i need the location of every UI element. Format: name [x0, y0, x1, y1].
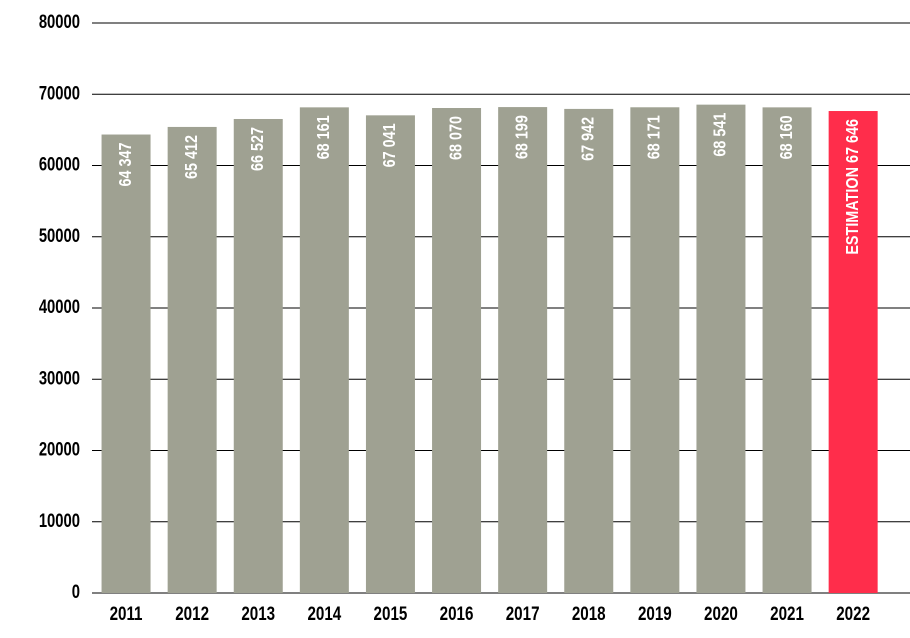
bar — [564, 108, 614, 593]
y-tick-label: 10000 — [39, 510, 80, 531]
value-label: 68 171 — [644, 115, 664, 159]
value-label: 64 347 — [115, 143, 135, 187]
x-tick-label: 2020 — [704, 602, 738, 624]
bar — [167, 126, 217, 593]
y-tick-label: 60000 — [39, 154, 80, 175]
x-tick-label: 2019 — [638, 602, 672, 624]
x-tick-label: 2018 — [572, 602, 606, 624]
x-tick-label: 2012 — [175, 602, 209, 624]
bar — [630, 107, 680, 594]
bar — [233, 118, 283, 594]
x-tick-label: 2015 — [374, 602, 408, 624]
value-label: 67 942 — [578, 117, 598, 161]
bar — [762, 107, 812, 594]
value-label: 68 161 — [314, 115, 334, 159]
x-tick-label: 2013 — [241, 602, 275, 624]
value-label: 68 199 — [512, 115, 532, 159]
bar — [432, 108, 482, 593]
x-tick-label: 2021 — [770, 602, 804, 624]
x-tick-label: 2022 — [836, 602, 870, 624]
value-label: 68 160 — [776, 115, 796, 159]
bar — [299, 107, 349, 593]
value-label: ESTIMATION 67 646 — [842, 119, 862, 255]
y-tick-label: 0 — [72, 581, 80, 602]
bar — [498, 107, 548, 593]
value-label: 66 527 — [248, 127, 268, 171]
y-tick-label: 80000 — [39, 11, 80, 32]
bar — [365, 115, 415, 593]
y-tick-label: 20000 — [39, 439, 80, 460]
value-label: 65 412 — [181, 135, 201, 179]
x-tick-label: 2011 — [110, 602, 143, 624]
y-tick-label: 30000 — [39, 368, 80, 389]
bar — [828, 111, 878, 593]
y-tick-label: 50000 — [39, 225, 80, 246]
x-tick-label: 2014 — [307, 602, 341, 624]
x-tick-label: 2017 — [506, 602, 540, 624]
x-tick-label: 2016 — [440, 602, 474, 624]
value-label: 68 541 — [710, 113, 730, 157]
value-label: 68 070 — [446, 116, 466, 160]
value-label: 67 041 — [380, 123, 400, 167]
y-tick-label: 70000 — [39, 83, 80, 104]
bar — [101, 134, 151, 593]
y-tick-label: 40000 — [39, 296, 80, 317]
bar — [696, 104, 746, 593]
